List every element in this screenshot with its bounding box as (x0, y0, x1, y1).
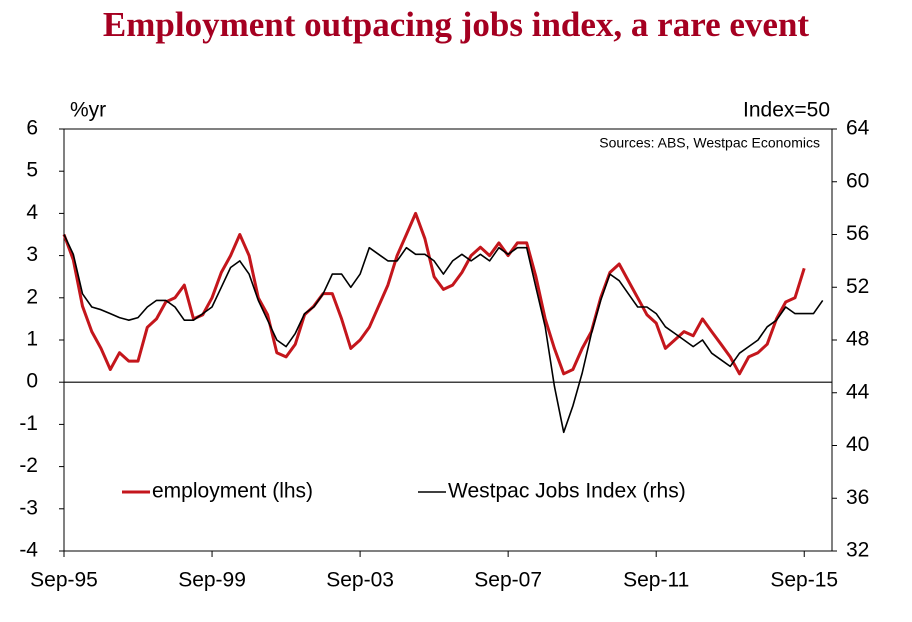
y2-tick-label: 56 (846, 222, 869, 245)
y-axis-label: %yr (70, 99, 106, 122)
y2-tick-label: 40 (846, 433, 869, 456)
legend-label: Westpac Jobs Index (rhs) (448, 480, 686, 503)
x-tick-label: Sep-15 (770, 569, 838, 592)
y2-tick-label: 44 (846, 380, 870, 403)
series-line (62, 211, 806, 376)
y2-tick-label: 52 (846, 275, 869, 298)
x-tick-label: Sep-95 (30, 569, 98, 592)
legend-label: employment (lhs) (152, 480, 313, 503)
y-tick-label: -3 (19, 496, 38, 519)
y-tick-label: 5 (26, 159, 38, 182)
y-tick-label: 2 (26, 285, 38, 308)
source-note: Sources: ABS, Westpac Economics (599, 135, 820, 151)
y-tick-label: 1 (26, 328, 38, 351)
y-tick-label: -1 (19, 412, 38, 435)
y-tick-label: 3 (26, 243, 38, 266)
y2-tick-label: 64 (846, 117, 870, 140)
y2-tick-label: 36 (846, 486, 869, 509)
y2-tick-label: 32 (846, 539, 869, 562)
x-tick-label: Sep-11 (623, 569, 689, 592)
y-tick-label: -4 (19, 539, 38, 562)
y2-tick-label: 48 (846, 328, 869, 351)
x-tick-label: Sep-07 (474, 569, 542, 592)
x-tick-label: Sep-03 (326, 569, 394, 592)
series-line (63, 234, 824, 434)
y2-tick-label: 60 (846, 169, 869, 192)
y-tick-label: -2 (19, 454, 38, 477)
y-tick-label: 0 (26, 370, 38, 393)
y2-axis-label: Index=50 (743, 99, 830, 122)
y-tick-label: 4 (26, 201, 38, 224)
chart-title: Employment outpacing jobs index, a rare … (103, 5, 809, 44)
y-tick-label: 6 (26, 117, 38, 140)
x-tick-label: Sep-99 (178, 569, 246, 592)
